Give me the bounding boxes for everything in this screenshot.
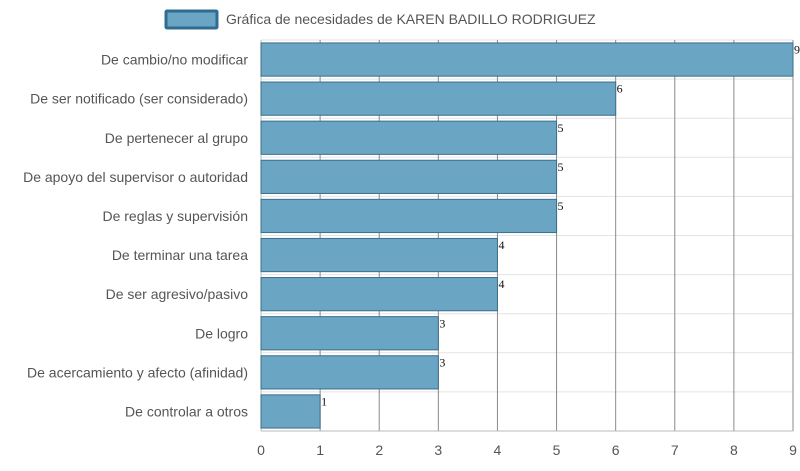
data-label: 1 (321, 394, 327, 408)
bar[interactable] (260, 394, 321, 429)
category-label: De reglas y supervisión (102, 208, 248, 224)
x-axis-ticks: 0 1 2 3 4 5 6 7 8 9 (257, 442, 797, 458)
x-tick-label: 9 (789, 442, 797, 458)
category-labels: De cambio/no modificar De ser notificado … (23, 52, 248, 420)
category-label: De apoyo del supervisor o autoridad (23, 169, 248, 185)
legend-swatch[interactable] (164, 9, 219, 30)
bar[interactable] (260, 81, 617, 116)
x-tick-label: 5 (553, 442, 561, 458)
x-tick-label: 8 (730, 442, 738, 458)
value-labels: 9 6 5 5 5 4 4 3 3 1 (321, 43, 800, 409)
bar[interactable] (260, 42, 794, 77)
bar[interactable] (260, 355, 439, 390)
data-label: 4 (498, 238, 504, 252)
category-label: De ser notificado (ser considerado) (30, 91, 248, 107)
category-label: De pertenecer al grupo (105, 130, 248, 146)
data-label: 3 (439, 355, 445, 369)
category-label: De controlar a otros (125, 403, 248, 419)
bars (260, 42, 794, 429)
category-label: De logro (195, 325, 248, 341)
legend[interactable]: Gráfica de necesidades de KAREN BADILLO … (164, 9, 596, 30)
x-tick-label: 1 (316, 442, 324, 458)
x-tick-label: 6 (612, 442, 620, 458)
data-label: 5 (558, 121, 564, 135)
x-tick-label: 7 (671, 442, 679, 458)
category-label: De acercamiento y afecto (afinidad) (27, 364, 248, 380)
legend-label: Gráfica de necesidades de KAREN BADILLO … (226, 11, 596, 27)
bar[interactable] (260, 316, 439, 351)
x-tick-label: 4 (494, 442, 502, 458)
x-tick-label: 2 (375, 442, 383, 458)
bar[interactable] (260, 120, 558, 155)
category-label: De ser agresivo/pasivo (106, 286, 249, 302)
bar[interactable] (260, 237, 498, 273)
data-label: 4 (498, 277, 504, 291)
data-label: 5 (558, 199, 564, 213)
x-tick-label: 3 (434, 442, 442, 458)
data-label: 5 (558, 160, 564, 174)
bar[interactable] (260, 277, 498, 312)
data-label: 3 (439, 316, 445, 330)
category-label: De terminar una tarea (112, 247, 248, 263)
x-tick-label: 0 (257, 442, 265, 458)
bar[interactable] (260, 159, 558, 194)
category-label: De cambio/no modificar (101, 52, 248, 68)
data-label: 9 (794, 43, 800, 57)
data-label: 6 (617, 82, 623, 96)
bar[interactable] (260, 198, 558, 234)
